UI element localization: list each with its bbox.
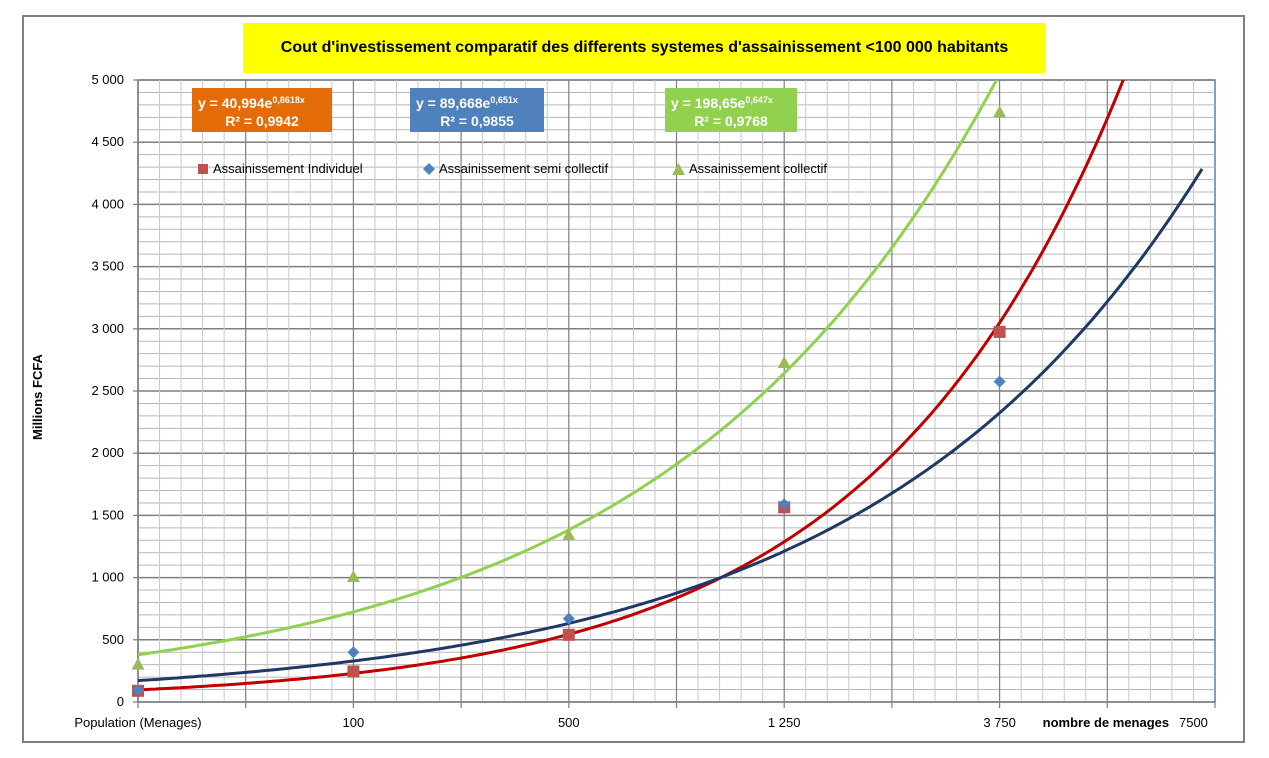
data-point-square bbox=[562, 628, 575, 641]
equation-text-collectif: y = 198,65e bbox=[671, 95, 746, 111]
data-point-triangle bbox=[777, 356, 791, 369]
legend-label-semi-collectif: Assainissement semi collectif bbox=[439, 161, 609, 176]
trendline-0 bbox=[138, 80, 1125, 692]
equation-box-semi-collectif: y = 89,668e0,651x R² = 0,9855 bbox=[410, 88, 544, 132]
data-point-square bbox=[993, 325, 1006, 338]
data-point-diamond bbox=[347, 646, 360, 659]
legend-item-collectif: Assainissement collectif bbox=[672, 161, 827, 176]
x-first-label: Population (Menages) bbox=[74, 715, 201, 730]
y-tick-label: 5 000 bbox=[91, 72, 124, 87]
y-tick-label: 1 500 bbox=[91, 507, 124, 522]
legend-item-semi-collectif: Assainissement semi collectif bbox=[423, 161, 608, 176]
y-tick-label: 3 500 bbox=[91, 259, 124, 274]
equation-box-individuel: y = 40,994e0,8618x R² = 0,9942 bbox=[192, 88, 332, 132]
data-point-triangle bbox=[131, 657, 145, 670]
legend-triangle-marker-icon bbox=[672, 162, 685, 175]
x-tick-label: 3 750 bbox=[983, 715, 1016, 730]
y-tick-label: 4 500 bbox=[91, 134, 124, 149]
equation-text-individuel: y = 40,994e bbox=[198, 95, 273, 111]
data-point-diamond bbox=[778, 498, 791, 511]
y-tick-label: 2 500 bbox=[91, 383, 124, 398]
y-tick-label: 1 000 bbox=[91, 570, 124, 585]
chart-title: Cout d'investissement comparatif des dif… bbox=[280, 39, 1009, 56]
r2-text-collectif: R² = 0,9768 bbox=[694, 113, 768, 129]
data-point-diamond bbox=[132, 684, 144, 697]
y-tick-label: 4 000 bbox=[91, 196, 124, 211]
legend-label-collectif: Assainissement collectif bbox=[689, 161, 827, 176]
equation-exponent-semi-collectif: 0,651x bbox=[490, 95, 518, 105]
x-tick-label: 100 bbox=[343, 715, 365, 730]
data-point-triangle bbox=[562, 528, 576, 541]
legend-diamond-marker-icon bbox=[423, 162, 435, 175]
data-point-triangle bbox=[346, 569, 360, 582]
y-tick-label: 2 000 bbox=[91, 445, 124, 460]
legend-item-individuel: Assainissement Individuel bbox=[197, 161, 363, 176]
x-tick-label: 1 250 bbox=[768, 715, 801, 730]
y-axis-label: Millions FCFA bbox=[30, 354, 45, 440]
legend-square-marker-icon bbox=[198, 163, 208, 174]
chart-title-box: Cout d'investissement comparatif des dif… bbox=[243, 23, 1046, 73]
legend-label-individuel: Assainissement Individuel bbox=[213, 161, 363, 176]
data-point-triangle bbox=[993, 105, 1007, 118]
data-point-diamond bbox=[562, 612, 575, 625]
y-tick-label: 3 000 bbox=[91, 321, 124, 336]
x-tick-label: 7500 bbox=[1179, 715, 1208, 730]
data-point-diamond bbox=[993, 375, 1006, 388]
equation-exponent-individuel: 0,8618x bbox=[272, 95, 305, 105]
r2-text-semi-collectif: R² = 0,9855 bbox=[440, 113, 514, 129]
trendline-2 bbox=[138, 80, 999, 657]
r2-text-individuel: R² = 0,9942 bbox=[225, 113, 299, 129]
y-tick-label: 0 bbox=[117, 694, 124, 709]
y-tick-label: 500 bbox=[102, 632, 124, 647]
x-tick-label: 500 bbox=[558, 715, 580, 730]
data-point-square bbox=[347, 665, 360, 678]
equation-box-collectif: y = 198,65e0,647x R² = 0,9768 bbox=[665, 88, 797, 132]
equation-text-semi-collectif: y = 89,668e bbox=[416, 95, 491, 111]
equation-exponent-collectif: 0,647x bbox=[745, 95, 773, 105]
trendline-1 bbox=[138, 168, 1204, 683]
x-axis-label: nombre de menages bbox=[1043, 715, 1169, 730]
